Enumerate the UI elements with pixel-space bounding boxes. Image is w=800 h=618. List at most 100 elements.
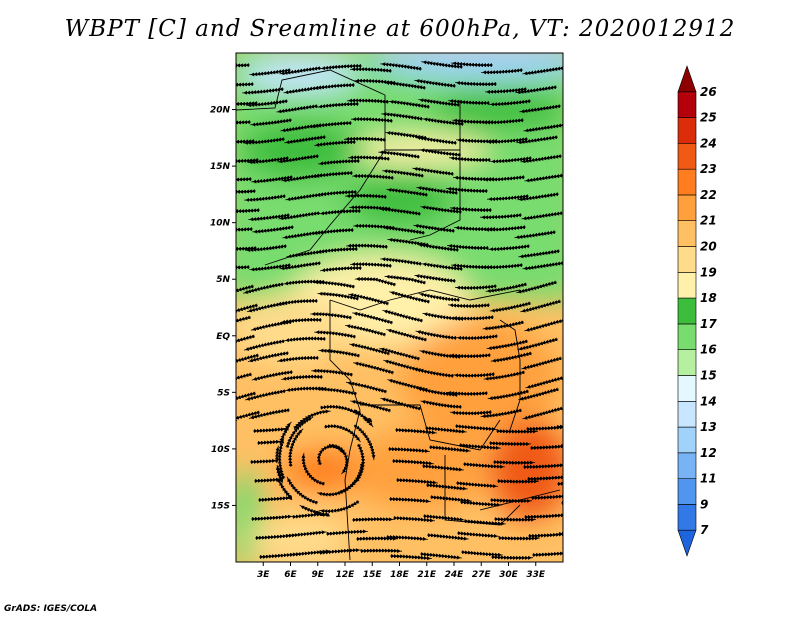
streamline — [517, 337, 559, 351]
country-borders — [236, 69, 561, 561]
streamline — [449, 353, 492, 359]
streamline — [493, 517, 537, 522]
colorbar-label: 22 — [700, 188, 717, 202]
streamline — [480, 408, 523, 419]
streamline — [531, 550, 563, 557]
streamline — [251, 370, 294, 381]
streamline — [412, 167, 455, 176]
colorbar-label: 7 — [700, 523, 709, 537]
streamline — [320, 265, 362, 273]
streamline — [489, 99, 532, 107]
y-tick-label: 10N — [210, 219, 231, 229]
streamline — [490, 351, 533, 363]
colorbar-label: 21 — [700, 214, 717, 228]
streamline — [516, 135, 559, 145]
y-axis: 20N 15N 10N 5N EQ 5S 10S 15S — [210, 106, 236, 511]
colorbar-segment — [677, 426, 697, 454]
streamline — [311, 171, 354, 179]
colorbar-label: 24 — [700, 136, 717, 150]
streamline — [245, 244, 288, 252]
streamline — [448, 99, 490, 106]
streamline — [481, 68, 524, 75]
streamline — [252, 225, 295, 234]
streamline — [421, 464, 464, 472]
streamline — [455, 81, 498, 87]
colorbar-segment — [677, 65, 697, 93]
streamline — [243, 339, 286, 351]
streamline — [481, 263, 524, 270]
colorbar-label: 20 — [700, 240, 717, 254]
colorbar-label: 19 — [700, 265, 717, 279]
streamline — [449, 156, 491, 163]
x-tick-label: 18E — [390, 570, 410, 580]
streamline — [522, 406, 563, 420]
colorbar-segment — [677, 246, 697, 273]
colorbar-segment — [677, 375, 697, 402]
streamline — [413, 223, 456, 233]
streamline — [560, 497, 563, 505]
streamline — [353, 423, 376, 461]
streamline — [519, 104, 562, 114]
x-tick-label: 24E — [445, 570, 465, 580]
streamline — [517, 192, 560, 202]
streamline — [456, 531, 499, 538]
streamline — [422, 514, 465, 522]
streamline — [446, 390, 489, 396]
streamline — [490, 555, 534, 560]
y-tick-label: 10S — [211, 445, 230, 455]
streamline — [276, 104, 319, 114]
streamline — [559, 440, 563, 448]
streamline — [345, 324, 387, 337]
streamline — [249, 445, 280, 464]
streamline — [456, 334, 499, 341]
streamline — [359, 548, 403, 553]
streamline — [524, 318, 563, 332]
streamline — [319, 208, 361, 216]
streamline — [419, 552, 462, 560]
colorbar-label: 18 — [700, 291, 717, 305]
colorbar-segment — [677, 297, 697, 325]
streamline — [244, 389, 287, 401]
colorbar-segment — [677, 504, 697, 531]
streamline — [279, 66, 322, 76]
streamline — [378, 150, 421, 159]
streamline — [415, 330, 458, 340]
streamline — [236, 119, 252, 125]
x-tick-label: 9E — [312, 570, 325, 580]
streamline — [522, 66, 563, 76]
colorbar-label: 11 — [700, 472, 717, 486]
streamline — [483, 175, 526, 182]
streamline — [242, 87, 285, 95]
streamline — [565, 511, 607, 515]
streamline — [529, 443, 563, 450]
streamline — [523, 463, 563, 470]
streamline — [448, 303, 491, 309]
streamline — [313, 280, 356, 289]
streamline — [278, 211, 321, 221]
streamline — [347, 98, 390, 104]
streamline — [488, 244, 531, 252]
x-tick-label: 6E — [284, 570, 297, 580]
streamline — [387, 447, 430, 454]
grads-credit: GrADS: IGES/COLA — [4, 604, 98, 614]
streamline — [286, 476, 319, 505]
streamline — [497, 536, 541, 541]
x-tick-label: 21E — [417, 570, 437, 580]
colorbar-segment — [677, 220, 697, 247]
streamline — [395, 478, 438, 485]
streamline — [484, 225, 527, 232]
x-tick-label: 33E — [526, 570, 546, 580]
colorbar-segment — [677, 323, 697, 350]
y-tick-label: 15S — [211, 501, 230, 511]
streamline — [564, 461, 606, 465]
streamline — [284, 135, 327, 145]
streamline — [381, 112, 424, 121]
streamline — [458, 443, 501, 450]
streamline — [557, 528, 563, 536]
streamline — [250, 514, 293, 521]
streamline — [299, 504, 331, 517]
streamline — [521, 211, 563, 221]
streamline — [247, 351, 290, 363]
streamline — [482, 320, 525, 331]
streamline — [236, 227, 254, 232]
